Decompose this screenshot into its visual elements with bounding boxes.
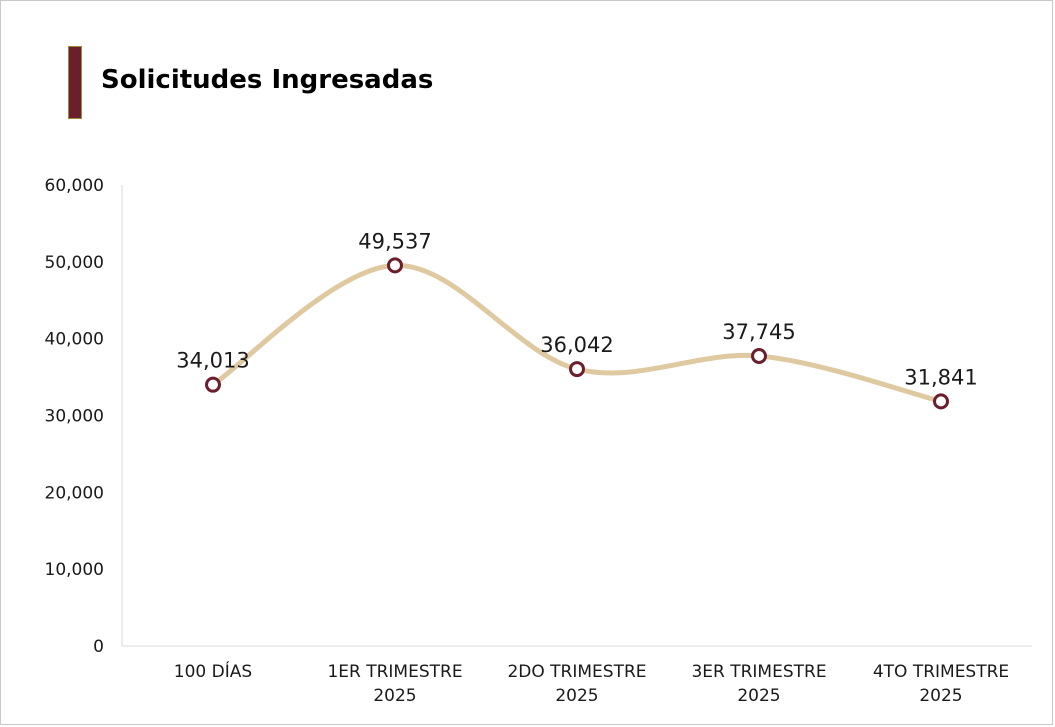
x-tick-label: 3ER TRIMESTRE 2025 xyxy=(691,662,826,706)
data-label: 34,013 xyxy=(176,349,249,373)
y-tick-label: 30,000 xyxy=(45,407,104,427)
x-tick-label: 1ER TRIMESTRE 2025 xyxy=(327,662,462,706)
data-label: 49,537 xyxy=(358,229,431,253)
y-tick-label: 0 xyxy=(93,637,104,657)
data-label: 31,841 xyxy=(904,365,977,389)
data-point xyxy=(387,257,403,274)
x-tick-label: 2DO TRIMESTRE 2025 xyxy=(507,662,646,706)
title-accent-bar xyxy=(68,46,82,119)
y-tick-label: 20,000 xyxy=(45,483,104,503)
data-point xyxy=(933,393,949,410)
x-tick-label: 100 DÍAS xyxy=(174,660,252,682)
data-label: 36,042 xyxy=(540,333,613,357)
x-tick-label: 4TO TRIMESTRE 2025 xyxy=(873,662,1009,706)
y-tick-label: 60,000 xyxy=(45,176,104,196)
data-labels: 34,013 49,537 36,042 37,745 31,841 xyxy=(176,229,977,389)
y-tick-label: 10,000 xyxy=(45,560,104,580)
series-line xyxy=(210,262,944,404)
data-point xyxy=(751,347,767,364)
axes: 0 10,000 20,000 30,000 40,000 50,000 60,000 100… xyxy=(45,176,1032,706)
series xyxy=(205,257,949,410)
data-point xyxy=(205,376,221,393)
data-point xyxy=(569,361,585,378)
y-tick-label: 40,000 xyxy=(45,330,104,350)
y-tick-label: 50,000 xyxy=(45,253,104,273)
chart-title: Solicitudes Ingresadas xyxy=(101,65,434,95)
data-label: 37,745 xyxy=(722,320,795,344)
